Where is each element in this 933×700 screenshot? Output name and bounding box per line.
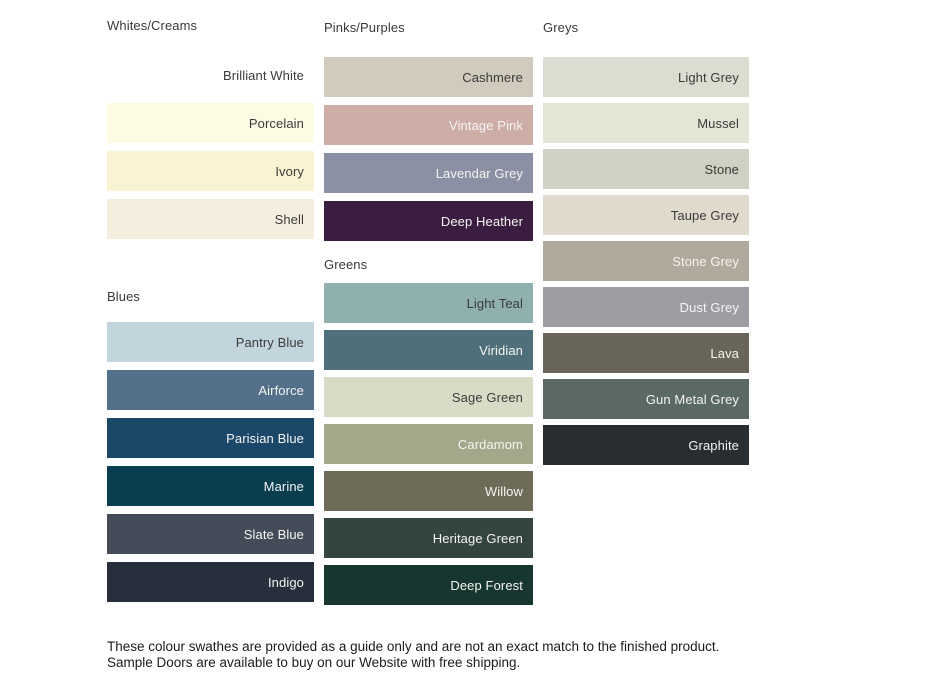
swatch-stack: Brilliant White Porcelain Ivory Shell — [107, 55, 314, 239]
swatch-label: Deep Forest — [450, 577, 523, 593]
swatch-willow: Willow — [324, 471, 533, 511]
swatch-gun-metal-grey: Gun Metal Grey — [543, 379, 749, 419]
swatch-slate-blue: Slate Blue — [107, 514, 314, 554]
swatch-stack: Cashmere Vintage Pink Lavendar Grey Deep He… — [324, 57, 533, 241]
swatch-dust-grey: Dust Grey — [543, 287, 749, 327]
swatch-label: Taupe Grey — [670, 207, 739, 223]
section-title: Pinks/Purples — [324, 20, 405, 35]
swatch-label: Porcelain — [248, 115, 304, 131]
swatch-cardamom: Cardamom — [324, 424, 533, 464]
swatch-label: Parisian Blue — [226, 430, 304, 446]
swatch-light-grey: Light Grey — [543, 57, 749, 97]
swatch-label: Sage Green — [451, 389, 523, 405]
swatch-label: Viridian — [479, 342, 523, 358]
swatch-label: Deep Heather — [440, 213, 523, 229]
swatch-viridian: Viridian — [324, 330, 533, 370]
swatch-stack: Light Teal Viridian Sage Green Cardamom Will… — [324, 283, 533, 605]
swatch-label: Stone — [704, 161, 739, 177]
section-title: Whites/Creams — [107, 18, 198, 33]
swatch-label: Mussel — [697, 115, 739, 131]
swatch-parisian-blue: Parisian Blue — [107, 418, 314, 458]
swatch-sage-green: Sage Green — [324, 377, 533, 417]
swatch-stone: Stone — [543, 149, 749, 189]
swatch-label: Cardamom — [457, 436, 523, 452]
palette-section-pinks-purples: Pinks/Purples Cashmere Vintage Pink Lavenda… — [324, 20, 533, 241]
swatch-label: Pantry Blue — [235, 334, 304, 350]
swatch-label: Lava — [710, 345, 739, 361]
swatch-porcelain: Porcelain — [107, 103, 314, 143]
swatch-label: Indigo — [267, 574, 304, 590]
swatch-label: Slate Blue — [243, 526, 304, 542]
swatch-ivory: Ivory — [107, 151, 314, 191]
footer-disclaimer: These colour swathes are provided as a g… — [107, 639, 727, 671]
swatch-label: Cashmere — [462, 69, 523, 85]
swatch-stone-grey: Stone Grey — [543, 241, 749, 281]
swatch-label: Heritage Green — [432, 530, 523, 546]
palette-section-greys: Greys Light Grey Mussel Stone Taupe Grey Ston… — [543, 20, 749, 465]
swatch-deep-forest: Deep Forest — [324, 565, 533, 605]
swatch-deep-heather: Deep Heather — [324, 201, 533, 241]
column-greys: Greys Light Grey Mussel Stone Taupe Grey Ston… — [543, 0, 749, 700]
palette-section-whites-creams: Whites/Creams Brilliant White Porcelain Ivo… — [107, 18, 314, 239]
swatch-stack: Light Grey Mussel Stone Taupe Grey Stone Gre… — [543, 57, 749, 465]
swatch-indigo: Indigo — [107, 562, 314, 602]
swatch-pantry-blue: Pantry Blue — [107, 322, 314, 362]
column-pinks-and-greens: Pinks/Purples Cashmere Vintage Pink Lavenda… — [324, 0, 533, 700]
swatch-lava: Lava — [543, 333, 749, 373]
section-title: Blues — [107, 289, 141, 304]
swatch-mussel: Mussel — [543, 103, 749, 143]
column-whites-and-blues: Whites/Creams Brilliant White Porcelain Ivo… — [107, 0, 314, 700]
swatch-heritage-green: Heritage Green — [324, 518, 533, 558]
swatch-label: Light Grey — [678, 69, 739, 85]
swatch-label: Brilliant White — [223, 67, 304, 83]
swatch-vintage-pink: Vintage Pink — [324, 105, 533, 145]
swatch-stack: Pantry Blue Airforce Parisian Blue Marine Sl… — [107, 322, 314, 602]
palette-section-greens: Greens Light Teal Viridian Sage Green Cardam… — [324, 257, 533, 605]
swatch-label: Marine — [263, 478, 304, 494]
palette-section-blues: Blues Pantry Blue Airforce Parisian Blue Mar… — [107, 289, 314, 602]
swatch-label: Gun Metal Grey — [645, 391, 739, 407]
swatch-label: Shell — [274, 211, 304, 227]
swatch-label: Graphite — [688, 437, 739, 453]
swatch-brilliant-white: Brilliant White — [107, 55, 314, 95]
swatch-cashmere: Cashmere — [324, 57, 533, 97]
swatch-marine: Marine — [107, 466, 314, 506]
swatch-label: Vintage Pink — [449, 117, 523, 133]
section-title: Greys — [543, 20, 579, 35]
swatch-lavendar-grey: Lavendar Grey — [324, 153, 533, 193]
swatch-label: Ivory — [275, 163, 304, 179]
swatch-graphite: Graphite — [543, 425, 749, 465]
section-title: Greens — [324, 257, 368, 272]
swatch-label: Stone Grey — [672, 253, 739, 269]
swatch-airforce: Airforce — [107, 370, 314, 410]
swatch-label: Dust Grey — [679, 299, 739, 315]
swatch-label: Light Teal — [466, 295, 523, 311]
swatch-taupe-grey: Taupe Grey — [543, 195, 749, 235]
swatch-shell: Shell — [107, 199, 314, 239]
swatch-label: Lavendar Grey — [435, 165, 523, 181]
swatch-light-teal: Light Teal — [324, 283, 533, 323]
swatch-label: Airforce — [258, 382, 304, 398]
swatch-label: Willow — [484, 483, 523, 499]
